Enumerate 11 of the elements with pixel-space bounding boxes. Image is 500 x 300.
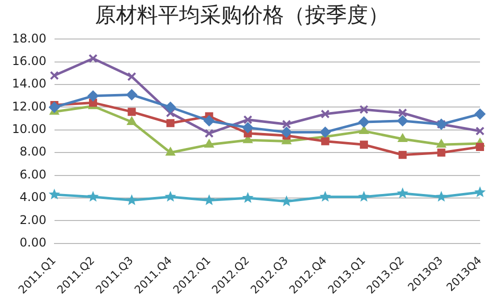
- y-tick-label: 0.00: [20, 235, 46, 250]
- y-tick-label: 8.00: [20, 144, 46, 159]
- chart-title: 原材料平均采购价格（按季度）: [95, 3, 389, 28]
- y-tick-label: 6.00: [20, 167, 46, 182]
- y-tick-label: 18.00: [12, 31, 46, 46]
- y-tick-label: 14.00: [12, 76, 46, 91]
- y-tick-label: 12.00: [12, 99, 46, 114]
- y-tick-label: 16.00: [12, 54, 46, 68]
- y-tick-label: 10.00: [12, 122, 46, 136]
- y-tick-label: 2.00: [20, 212, 46, 227]
- y-tick-label: 4.00: [20, 190, 46, 204]
